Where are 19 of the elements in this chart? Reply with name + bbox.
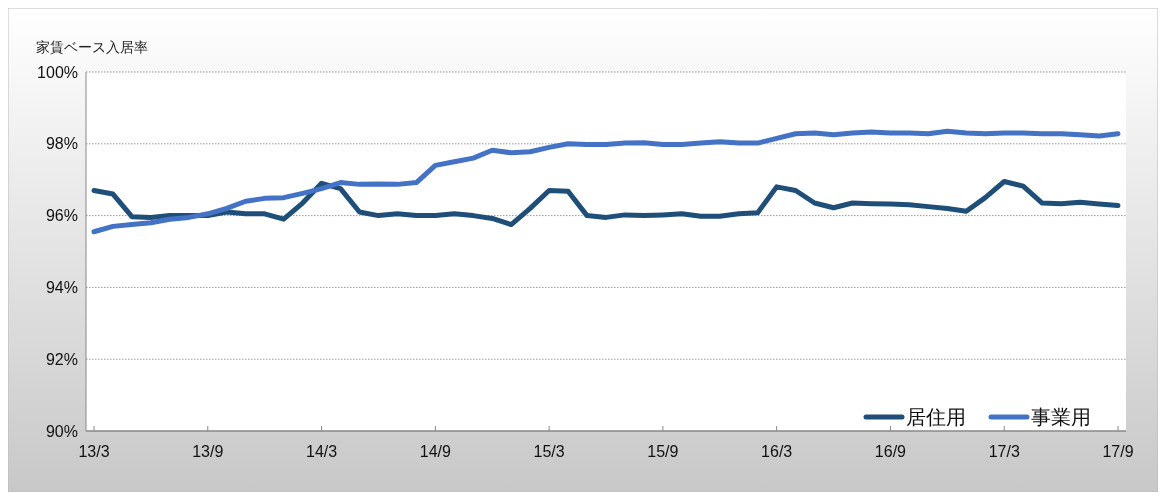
x-tick-label: 15/3: [533, 443, 565, 460]
x-tick-label: 13/9: [192, 443, 224, 460]
y-tick-label: 100%: [37, 63, 78, 81]
x-tick-label: 16/9: [874, 443, 907, 460]
y-tick-label: 90%: [45, 422, 78, 440]
y-tick-label: 94%: [45, 279, 78, 296]
y-tick-label: 92%: [45, 350, 78, 368]
x-tick-label: 14/9: [419, 443, 452, 460]
legend-label: 事業用: [1031, 406, 1091, 428]
x-tick-label: 13/3: [78, 443, 110, 460]
y-tick-label: 98%: [45, 135, 78, 153]
x-tick-label: 15/9: [647, 443, 679, 460]
x-tick-label: 16/3: [761, 443, 793, 460]
x-tick-label: 17/9: [1102, 443, 1134, 460]
y-tick-label: 96%: [45, 207, 78, 225]
y-axis-title: 家賃ベース入居率: [36, 39, 148, 55]
legend-label: 居住用: [906, 406, 966, 428]
x-tick-label: 14/3: [305, 443, 338, 460]
x-tick-label: 17/3: [988, 443, 1020, 460]
